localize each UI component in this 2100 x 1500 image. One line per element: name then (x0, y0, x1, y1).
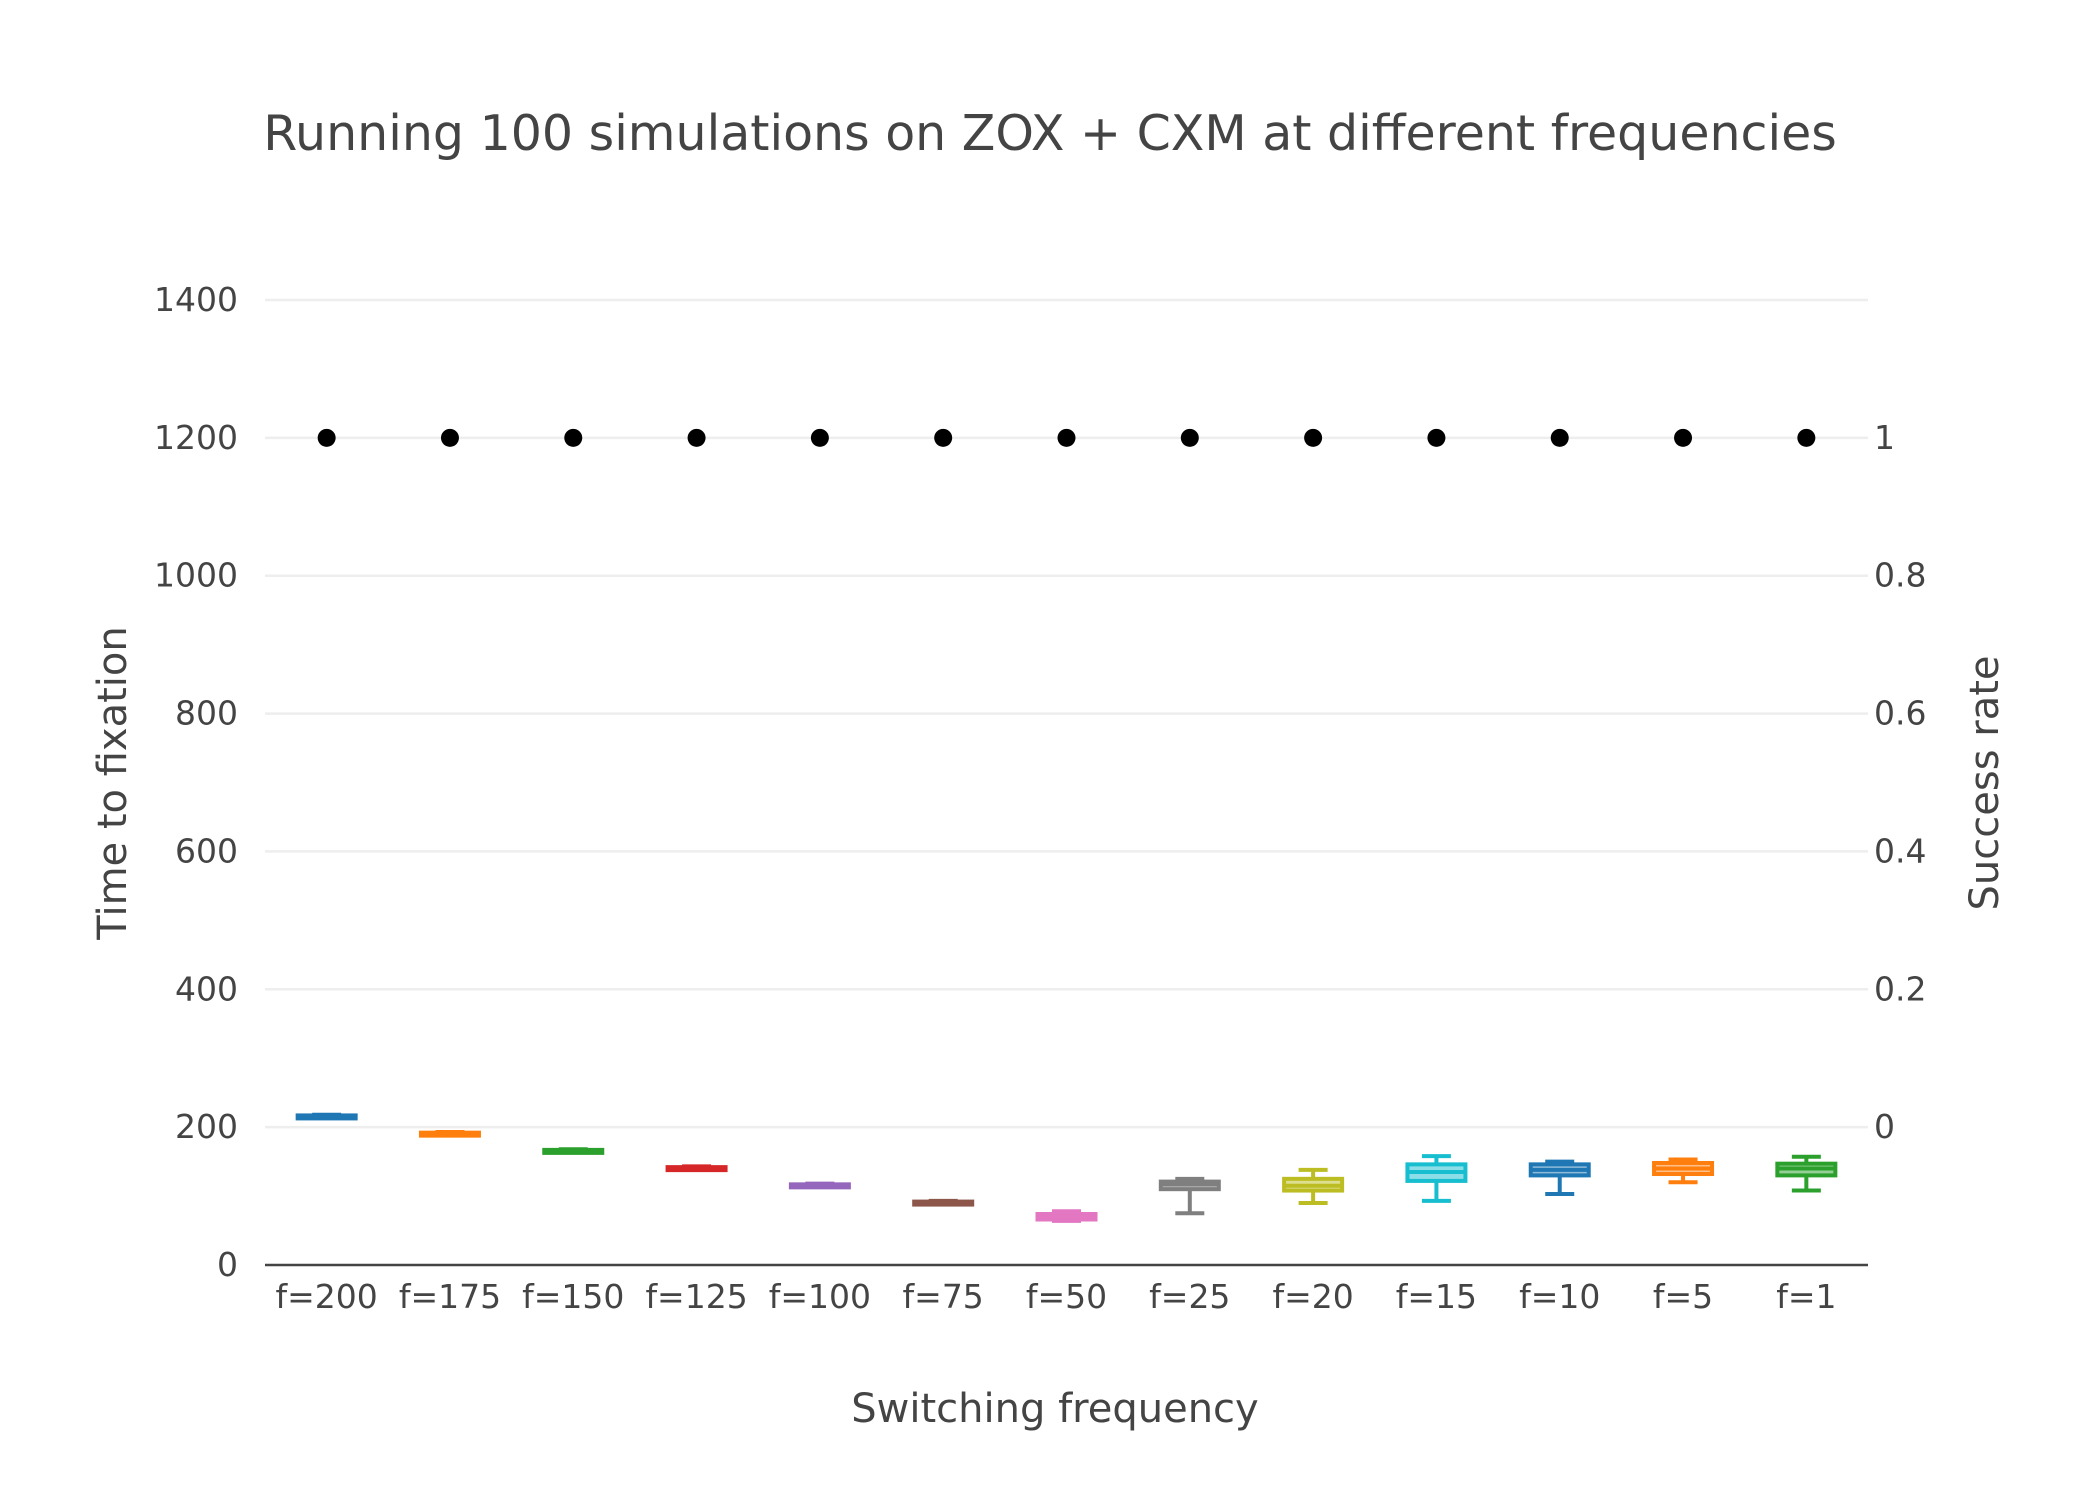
success-rate-point (688, 429, 706, 447)
y-tick-label: 400 (175, 969, 238, 1008)
success-rate-point (1181, 429, 1199, 447)
box-f=150 (544, 1149, 602, 1153)
x-axis-ticks: f=200 f=175 f=150 f=125 f=100 f=75 f=50 f=25 f=2… (276, 1277, 1837, 1316)
y-tick-label: 1400 (154, 280, 238, 319)
x-tick-label: f=5 (1653, 1277, 1713, 1316)
success-rate-point (441, 429, 459, 447)
box-f=20 (1284, 1170, 1342, 1203)
x-tick-label: f=75 (903, 1277, 984, 1316)
x-tick-label: f=200 (276, 1277, 378, 1316)
box-f=50 (1038, 1211, 1096, 1221)
x-tick-label: f=15 (1396, 1277, 1477, 1316)
y-tick-label: 1200 (154, 418, 238, 457)
success-rate-point (811, 429, 829, 447)
box-f=5 (1654, 1160, 1712, 1183)
y2-tick-label: 0 (1874, 1107, 1895, 1146)
box-f=15 (1407, 1156, 1465, 1201)
y-tick-label: 200 (175, 1107, 238, 1146)
x-tick-label: f=1 (1776, 1277, 1836, 1316)
y-axis-ticks: 0 200 400 600 800 1000 1200 1400 (154, 280, 238, 1284)
y2-tick-label: 0.6 (1874, 694, 1926, 733)
box-f=100 (791, 1184, 849, 1188)
y-tick-label: 800 (175, 694, 238, 733)
x-tick-label: f=100 (769, 1277, 871, 1316)
box-f=25 (1161, 1179, 1219, 1213)
box-f=200 (298, 1115, 356, 1119)
box-f=75 (914, 1201, 972, 1205)
box-f=1 (1777, 1157, 1835, 1191)
y2-tick-label: 0.8 (1874, 556, 1926, 595)
success-rate-point (318, 429, 336, 447)
x-axis-title: Switching frequency (851, 1386, 1258, 1432)
y2-axis-ticks: 0 0.2 0.4 0.6 0.8 1 (1874, 418, 1926, 1146)
x-tick-label: f=25 (1149, 1277, 1230, 1316)
y-tick-label: 1000 (154, 556, 238, 595)
y-tick-label: 0 (217, 1245, 238, 1284)
success-rate-point (1058, 429, 1076, 447)
success-rate-point (1674, 429, 1692, 447)
y2-axis-title: Success rate (1962, 656, 2008, 911)
box-series (298, 1115, 1836, 1221)
success-rate-point (1551, 429, 1569, 447)
y-tick-label: 600 (175, 831, 238, 870)
success-rate-point (934, 429, 952, 447)
box-f=10 (1531, 1162, 1589, 1194)
x-tick-label: f=50 (1026, 1277, 1107, 1316)
x-tick-label: f=175 (399, 1277, 501, 1316)
x-tick-label: f=20 (1272, 1277, 1353, 1316)
success-rate-point (1427, 429, 1445, 447)
x-tick-label: f=10 (1519, 1277, 1600, 1316)
success-rate-point (1797, 429, 1815, 447)
gridlines (265, 300, 1868, 1127)
success-rate-point (564, 429, 582, 447)
x-tick-label: f=150 (522, 1277, 624, 1316)
box-f=125 (668, 1166, 726, 1170)
x-tick-label: f=125 (645, 1277, 747, 1316)
y2-tick-label: 1 (1874, 418, 1895, 457)
chart-title: Running 100 simulations on ZOX + CXM at … (263, 105, 1837, 162)
success-rate-point (1304, 429, 1322, 447)
y-axis-title: Time to fixation (90, 626, 136, 940)
y2-tick-label: 0.4 (1874, 831, 1926, 870)
box-f=175 (421, 1132, 479, 1136)
y2-tick-label: 0.2 (1874, 969, 1926, 1008)
